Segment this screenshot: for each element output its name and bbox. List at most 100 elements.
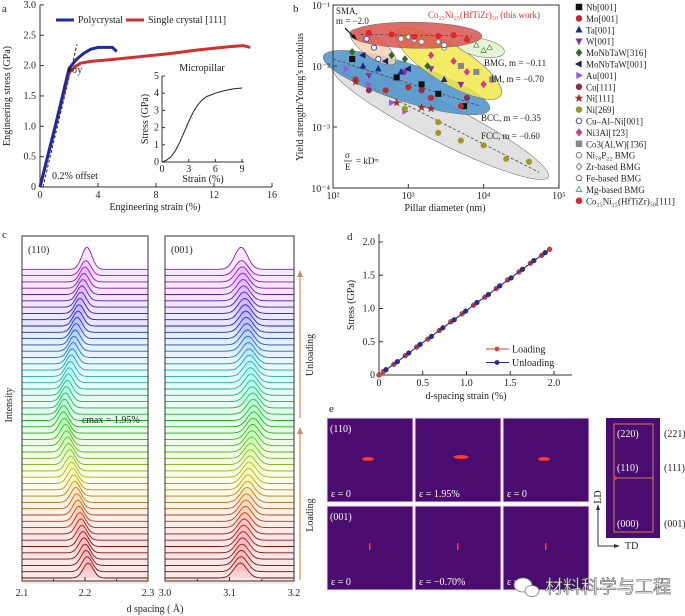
y-tick-label: 10⁻³ xyxy=(312,123,330,134)
spectrum-fill xyxy=(165,273,294,295)
legend-marker xyxy=(575,3,583,11)
x-tick-label: 3.0 xyxy=(159,588,172,599)
spectrum-fill xyxy=(165,329,294,351)
inset-x-tick-label: 0 xyxy=(160,164,165,175)
inset-y-tick-label: 3 xyxy=(154,105,159,116)
tile-strain-label: ε = −0.70% xyxy=(419,577,465,588)
legend-marker xyxy=(574,93,584,102)
spectrum-fill xyxy=(22,531,148,553)
y-tick-label: 0.5 xyxy=(24,152,37,163)
spectrum-curve xyxy=(22,398,148,415)
spectrum-fill xyxy=(22,260,148,282)
spectrum-curve xyxy=(22,279,148,295)
spectrum-fill xyxy=(22,367,148,389)
legend-label: Ta[001] xyxy=(586,25,614,35)
spectrum-curve xyxy=(22,272,148,289)
legend-marker xyxy=(494,346,500,352)
spectrum-curve xyxy=(22,373,148,390)
legend-label: Polycrystal xyxy=(78,15,123,26)
data-point xyxy=(365,29,372,36)
data-point xyxy=(418,87,425,94)
data-point xyxy=(480,142,487,149)
legend-label: Ni[269] xyxy=(586,105,615,115)
spectrum-curve xyxy=(22,468,148,484)
spectrum-fill xyxy=(165,556,294,578)
spectrum-fill xyxy=(165,260,294,282)
y-tick-label: 1.5 xyxy=(24,91,37,102)
legend-label: W[001] xyxy=(586,37,614,47)
td-arrowhead xyxy=(614,544,620,548)
y-tick-label: 10⁻⁴ xyxy=(311,184,330,195)
data-point xyxy=(503,155,510,162)
spectrum-curve xyxy=(165,291,294,308)
spectrum-fill xyxy=(22,563,148,584)
inner-plane-label: (000) xyxy=(617,519,639,530)
spectrum-curve xyxy=(165,279,294,295)
data-point xyxy=(463,36,470,43)
td-label: TD xyxy=(625,541,638,552)
spectrum-fill xyxy=(22,311,148,332)
inset-title: Micropillar xyxy=(179,63,225,74)
y-tick-label: 1.5 xyxy=(363,270,376,281)
diffraction-spot xyxy=(453,455,469,459)
data-point xyxy=(435,119,442,126)
data-point xyxy=(363,35,370,42)
spectrum-fill xyxy=(165,393,294,414)
legend-marker xyxy=(575,106,583,113)
spectrum-fill xyxy=(165,304,294,326)
spectrum-curve xyxy=(22,386,148,403)
data-point xyxy=(343,65,351,73)
data-point xyxy=(463,94,470,101)
data-point xyxy=(435,32,442,40)
x-tick-label: 10⁴ xyxy=(477,191,491,202)
spectrum-fill xyxy=(165,418,294,440)
y-tick-label: 2.0 xyxy=(363,237,376,248)
spectrum-curve xyxy=(165,518,294,535)
y-axis-label: Engineering stress (GPa) xyxy=(2,46,13,146)
spectrum-fill xyxy=(22,405,148,427)
data-point xyxy=(370,44,378,51)
legend-label: Unloading xyxy=(512,358,554,369)
inset-y-tick-label: 0 xyxy=(154,157,159,168)
x-tick-label: 4 xyxy=(96,190,101,201)
spectrum-fill xyxy=(165,311,294,332)
equation-rhs: = kDᵐ xyxy=(356,156,379,166)
tile-strain-label: ε = 0 xyxy=(331,489,351,500)
spectrum-curve xyxy=(22,474,148,491)
y-axis-label: Yield strength/Young's modulus xyxy=(295,33,306,161)
y-tick-label: 10⁻¹ xyxy=(312,1,330,12)
y-axis-label: Stress (GPa) xyxy=(346,280,357,330)
spectrum-curve xyxy=(165,329,294,346)
spectrum-curve xyxy=(22,329,148,346)
spectrum-fill xyxy=(22,500,148,521)
legend-marker xyxy=(575,140,583,148)
data-point xyxy=(457,137,464,144)
spectrum-fill xyxy=(165,405,294,427)
data-point-unloading xyxy=(497,283,503,289)
legend-marker xyxy=(575,25,583,33)
spectrum-curve xyxy=(22,367,148,384)
spectrum-curve xyxy=(165,556,294,573)
spectrum-curve xyxy=(22,442,148,459)
spectrum-curve xyxy=(22,480,148,497)
x-tick-label: 3.2 xyxy=(288,588,301,599)
inset-curve xyxy=(161,87,243,163)
spectrum-fill xyxy=(22,437,148,458)
data-point-unloading xyxy=(474,299,480,306)
data-point xyxy=(473,68,480,75)
spectrum-fill xyxy=(165,437,294,458)
data-point xyxy=(435,37,442,46)
spectrum-fill xyxy=(22,481,148,503)
spectrum-curve xyxy=(165,348,294,365)
spectrum-curve xyxy=(165,297,294,314)
legend-marker xyxy=(494,360,500,365)
legend-marker xyxy=(575,128,583,137)
data-point xyxy=(435,90,442,97)
unloading-arrowhead xyxy=(297,270,303,277)
spectrum-curve xyxy=(22,543,148,560)
spectrum-fill xyxy=(22,355,148,377)
spectrum-fill xyxy=(165,481,294,503)
spectrum-fill xyxy=(22,292,148,314)
spectrum-fill xyxy=(165,247,294,276)
spectrum-fill xyxy=(22,443,148,465)
